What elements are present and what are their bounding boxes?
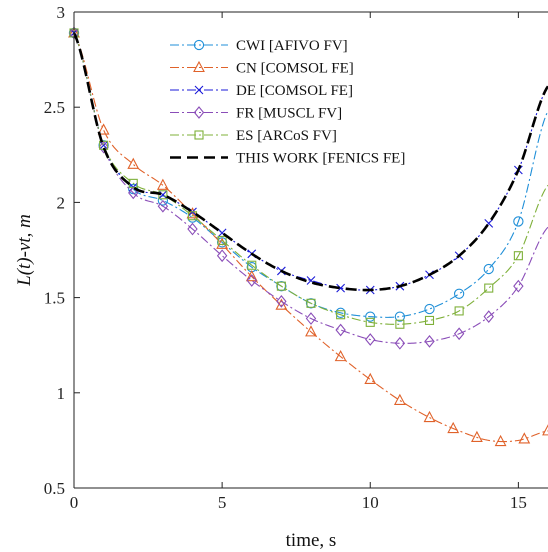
x-tick-label-1: 5 <box>218 493 227 512</box>
series-line-4 <box>73 32 548 325</box>
y-tick-label-5: 3 <box>57 3 66 22</box>
series-4-point-7 <box>276 281 286 291</box>
x-axis-title: time, s <box>286 530 337 551</box>
series-1-point-13 <box>447 421 460 434</box>
series-3 <box>68 26 548 350</box>
series-0-point-13 <box>453 288 465 299</box>
series-line-1 <box>73 32 548 443</box>
legend-label-3: FR [MUSCL FV] <box>236 106 342 122</box>
y-tick-label-3: 2 <box>57 193 66 212</box>
series-4-point-13 <box>454 306 464 316</box>
x-tick-label-0: 0 <box>70 493 79 512</box>
x-tick-label-2: 10 <box>362 493 379 512</box>
legend-label-0: CWI [AFIVO FV] <box>236 38 348 54</box>
series-1-point-9 <box>334 349 347 362</box>
series-1 <box>68 26 548 447</box>
series-3-point-7 <box>276 295 287 308</box>
series-1-point-2 <box>127 157 140 169</box>
series-1-point-11 <box>393 393 406 405</box>
series-4-point-12 <box>424 315 435 325</box>
series-4-point-5 <box>217 235 227 246</box>
series-1-point-15 <box>494 434 507 447</box>
series-3-point-13 <box>453 327 465 341</box>
series-0-point-8 <box>305 298 317 309</box>
legend-marker-4 <box>194 130 204 140</box>
legend-marker-0 <box>193 39 205 51</box>
series-1-point-17 <box>542 424 548 436</box>
y-tick-label-2: 1.5 <box>44 289 65 308</box>
series-0-point-11 <box>394 311 406 322</box>
plot-background <box>74 12 548 488</box>
y-tick-label-1: 1 <box>57 384 66 403</box>
series-1-point-14 <box>470 430 483 443</box>
series-4-point-8 <box>306 298 316 308</box>
series-4-point-9 <box>336 310 346 320</box>
legend-label-2: DE [COMSOL FE] <box>236 83 353 99</box>
series-1-point-10 <box>364 372 377 385</box>
series-1-point-3 <box>156 178 169 190</box>
legend-marker-2 <box>194 85 204 95</box>
series-1-point-16 <box>518 432 531 444</box>
legend: CWI [AFIVO FV] CN [COMSOL FE] DE [COMSOL F… <box>170 38 405 167</box>
legend-marker-1 <box>193 60 205 73</box>
series-0-point-12 <box>424 303 435 315</box>
y-tick-label-0: 0.5 <box>44 479 65 498</box>
series-4-point-10 <box>365 317 375 327</box>
legend-label-4: ES [ARCoS FV] <box>236 128 337 144</box>
series-3-point-9 <box>335 323 346 337</box>
series-3-point-10 <box>365 333 376 346</box>
series-3-point-12 <box>424 335 435 348</box>
series-5 <box>72 32 548 292</box>
series-1-point-1 <box>97 123 110 135</box>
series-line-3 <box>73 32 548 344</box>
series-0-point-3 <box>157 195 169 206</box>
plot-area <box>74 12 548 488</box>
y-tick-label-4: 2.5 <box>44 98 65 117</box>
series-1-point-6 <box>245 269 258 282</box>
axis-layer: 0 5 10 15 0.5 1 1.5 2 2.5 3 <box>44 3 548 512</box>
series-2-point-1 <box>99 140 109 150</box>
series-0-point-10 <box>365 311 376 322</box>
series-1-point-5 <box>216 237 229 249</box>
series-1-point-4 <box>186 207 199 219</box>
series-2-point-9 <box>336 283 346 293</box>
series-3-point-4 <box>187 222 198 236</box>
series-3-point-15 <box>513 279 524 293</box>
series-3-point-2 <box>128 186 139 200</box>
series-3-point-6 <box>246 274 257 287</box>
y-axis-title: L(t)-vt, m <box>14 214 35 287</box>
series-0-point-7 <box>276 281 287 292</box>
series-0-point-15 <box>513 216 524 227</box>
series-line-5 <box>72 32 548 292</box>
series-3-point-1 <box>98 140 109 154</box>
series-4-point-14 <box>484 283 494 293</box>
series-3-point-5 <box>216 249 228 263</box>
series-0-point-14 <box>483 263 494 275</box>
legend-label-5: THIS WORK [FENICS FE] <box>236 151 405 167</box>
x-tick-label-3: 15 <box>510 493 527 512</box>
series-4-point-6 <box>247 260 257 270</box>
series-1-point-12 <box>423 410 436 423</box>
series-3-point-3 <box>157 199 169 213</box>
legend-label-1: CN [COMSOL FE] <box>236 61 354 77</box>
series-1-point-8 <box>305 325 317 337</box>
series-2-point-3 <box>158 190 168 200</box>
series-4-point-11 <box>395 319 405 329</box>
series-3-point-14 <box>483 310 494 324</box>
series-4-point-15 <box>513 251 523 261</box>
series-3-point-11 <box>394 336 406 350</box>
series-3-point-8 <box>305 312 317 325</box>
legend-marker-3 <box>193 106 205 119</box>
series-layer <box>68 26 548 447</box>
